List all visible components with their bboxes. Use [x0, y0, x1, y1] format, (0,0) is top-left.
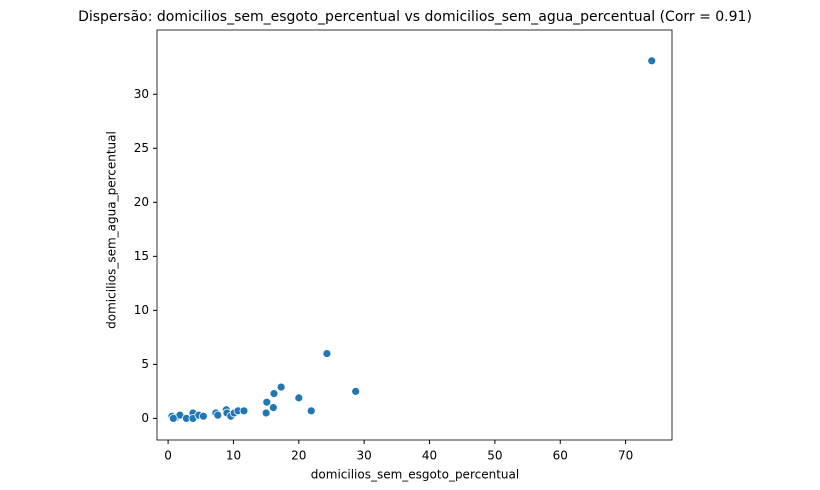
point	[276, 382, 286, 392]
point	[322, 349, 332, 358]
y-tick-label: 20	[134, 195, 149, 209]
point	[268, 403, 278, 412]
x-tick-label: 0	[164, 449, 172, 463]
point	[647, 56, 657, 66]
x-tick-label: 60	[553, 449, 568, 463]
y-tick-label: 30	[134, 87, 149, 101]
x-tick-label: 30	[357, 449, 372, 463]
y-axis-label: domicilios_sem_agua_percentual	[105, 131, 119, 329]
point	[351, 386, 361, 396]
point	[199, 411, 208, 421]
point	[213, 410, 223, 420]
point	[269, 389, 279, 398]
point	[261, 408, 271, 418]
x-tick-label: 40	[422, 449, 437, 463]
point	[294, 393, 304, 403]
x-tick-label: 20	[291, 449, 306, 463]
plot-frame	[156, 29, 673, 441]
point	[306, 406, 316, 416]
x-axis-label: domicilios_sem_esgoto_percentual	[311, 468, 519, 482]
x-tick-label: 70	[618, 449, 633, 463]
y-tick-label: 5	[141, 357, 149, 371]
chart-title: Dispersão: domicilios_sem_esgoto_percent…	[78, 9, 752, 25]
y-tick-label: 0	[141, 411, 149, 425]
point	[239, 406, 249, 416]
x-tick-label: 10	[226, 449, 241, 463]
point	[262, 397, 272, 407]
x-tick-label: 50	[487, 449, 502, 463]
y-tick-label: 10	[134, 303, 149, 317]
y-tick-label: 15	[134, 249, 149, 263]
y-tick-label: 25	[134, 141, 149, 155]
point	[168, 413, 178, 423]
